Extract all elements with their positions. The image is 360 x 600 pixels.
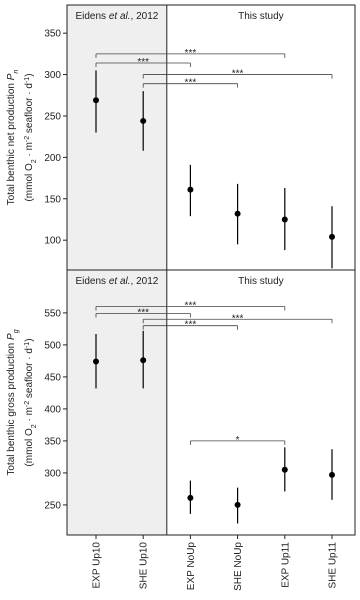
text-part: This study	[238, 276, 284, 287]
text-part: , 2012	[131, 11, 159, 22]
region-label: This study	[238, 276, 284, 287]
bracket-label: ***	[185, 300, 197, 311]
mean-point	[187, 186, 194, 193]
y-axis-label: Total benthic gross production Pg	[6, 329, 20, 475]
text-part: -1	[24, 77, 31, 83]
text-part: P	[6, 333, 17, 340]
y-tick-label: 500	[44, 340, 61, 351]
text-part: seafloor · d	[24, 348, 35, 401]
mean-point	[281, 216, 288, 223]
y-axis-unit: (mmol O2 · m-2 seafloor · d-1)	[24, 73, 38, 201]
y-tick-label: 300	[44, 70, 61, 81]
y-tick-label: 200	[44, 153, 61, 164]
y-tick-label: 550	[44, 308, 61, 319]
mean-point	[234, 501, 241, 508]
y-tick-label: 350	[44, 29, 61, 40]
y-tick-label: 350	[44, 436, 61, 447]
x-tick-label: EXP Up10	[92, 542, 103, 589]
mean-point	[140, 117, 147, 124]
y-tick-label: 450	[44, 372, 61, 383]
y-axis-label: Total benthic net production Pn	[6, 70, 20, 206]
bracket-label: ***	[185, 48, 197, 59]
region-shade	[166, 5, 355, 270]
y-tick-label: 150	[44, 194, 61, 205]
region-shade	[67, 5, 167, 270]
y-tick-label: 100	[44, 236, 61, 247]
text-part: 2	[31, 424, 38, 428]
text-part: (mmol O	[24, 428, 35, 467]
text-part: et al.	[109, 276, 131, 287]
mean-point	[329, 233, 335, 240]
text-part: Eidens	[75, 11, 108, 22]
text-part: g	[13, 329, 20, 333]
mean-point	[187, 494, 194, 501]
mean-point	[140, 357, 147, 364]
region-label: This study	[238, 11, 284, 22]
region-shade	[166, 270, 355, 535]
bracket-label: ***	[137, 308, 149, 319]
panel-frame	[66, 269, 356, 536]
x-tick-label: SHE Up11	[328, 542, 339, 589]
bracket-label: *	[236, 435, 240, 446]
text-part: Total benthic net production	[6, 80, 17, 205]
text-part: -1	[24, 342, 31, 348]
x-tick-label: SHE NoUp	[233, 542, 244, 591]
text-part: (mmol O	[24, 163, 35, 202]
mean-point	[329, 471, 335, 478]
bracket-label: ***	[185, 78, 197, 89]
text-part: · m	[24, 142, 35, 159]
x-tick-label: EXP NoUp	[186, 542, 197, 591]
text-part: seafloor · d	[24, 83, 35, 136]
bracket-label: ***	[137, 57, 149, 68]
text-part: et al.	[109, 11, 131, 22]
text-part: 2	[31, 159, 38, 163]
text-part: Eidens	[75, 276, 108, 287]
text-part: -2	[24, 136, 31, 142]
bracket-label: ***	[185, 320, 197, 331]
mean-point	[93, 358, 99, 365]
region-label: Eidens et al., 2012	[75, 11, 158, 22]
mean-point	[234, 210, 241, 217]
text-part: This study	[238, 11, 284, 22]
text-part: Total benthic gross production	[6, 340, 17, 476]
text-part: )	[24, 338, 35, 341]
text-part: P	[6, 73, 17, 80]
mean-point	[93, 97, 99, 104]
y-tick-label: 250	[44, 111, 61, 122]
text-part: )	[24, 73, 35, 76]
y-tick-label: 400	[44, 404, 61, 415]
text-part: n	[13, 70, 20, 74]
y-tick-label: 300	[44, 468, 61, 479]
region-label: Eidens et al., 2012	[75, 276, 158, 287]
region-shade	[67, 270, 167, 535]
bracket-label: ***	[232, 313, 244, 324]
x-tick-label: EXP Up11	[280, 542, 291, 588]
text-part: · m	[24, 407, 35, 424]
y-tick-label: 250	[44, 500, 61, 511]
y-axis-unit: (mmol O2 · m-2 seafloor · d-1)	[24, 338, 38, 466]
text-part: -2	[24, 401, 31, 407]
mean-point	[281, 466, 288, 473]
text-part: , 2012	[131, 276, 159, 287]
x-tick-label: SHE Up10	[139, 542, 150, 590]
bracket-label: ***	[232, 69, 244, 80]
